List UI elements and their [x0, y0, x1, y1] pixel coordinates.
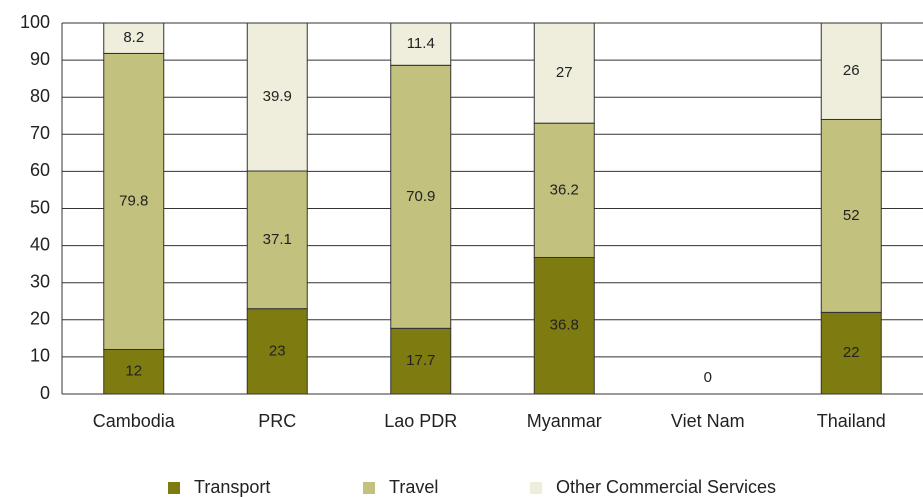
- bar-segment: [390, 327, 452, 395]
- data-label: 27: [556, 64, 573, 81]
- data-label: 12: [125, 363, 142, 380]
- y-tick-label: 50: [30, 197, 50, 217]
- x-tick-label: Lao PDR: [384, 411, 457, 431]
- bar-segment: [103, 52, 165, 350]
- bar-segment: [246, 170, 308, 310]
- data-label: 37.1: [263, 231, 292, 248]
- data-label: 79.8: [119, 192, 148, 209]
- bar-segment: [533, 256, 595, 395]
- data-label: 17.7: [406, 352, 435, 369]
- bar-segment: [533, 22, 595, 124]
- bar-segment: [246, 22, 308, 172]
- legend-label: Travel: [389, 477, 438, 497]
- legend-swatch: [168, 482, 180, 494]
- bar-segment: [103, 348, 165, 395]
- y-tick-label: 60: [30, 160, 50, 180]
- data-label: 22: [843, 344, 860, 361]
- y-tick-label: 80: [30, 86, 50, 106]
- data-label: 39.9: [263, 88, 292, 105]
- data-label: 8.2: [123, 29, 144, 46]
- data-label: 26: [843, 62, 860, 79]
- y-tick-label: 0: [40, 383, 50, 403]
- bar-segment: [820, 22, 882, 120]
- y-tick-label: 40: [30, 234, 50, 254]
- x-tick-label: PRC: [258, 411, 296, 431]
- x-tick-label: Cambodia: [93, 411, 176, 431]
- bar-segment: [820, 118, 882, 313]
- legend-label: Transport: [194, 477, 270, 497]
- y-tick-label: 90: [30, 49, 50, 69]
- x-tick-label: Thailand: [817, 411, 886, 431]
- data-label: 36.2: [550, 181, 579, 198]
- bar-segment: [390, 22, 452, 66]
- legend-swatch: [530, 482, 542, 494]
- x-tick-label: Viet Nam: [671, 411, 745, 431]
- y-tick-label: 20: [30, 309, 50, 329]
- data-label: 52: [843, 207, 860, 224]
- data-label: 11.4: [407, 35, 435, 52]
- x-tick-label: Myanmar: [527, 411, 602, 431]
- data-label: 36.8: [550, 317, 579, 334]
- bar-segment: [390, 64, 452, 329]
- y-tick-label: 30: [30, 271, 50, 291]
- bar-segment: [533, 122, 595, 258]
- data-label: 0: [704, 369, 712, 386]
- legend-label: Other Commercial Services: [556, 477, 776, 497]
- bar-segment: [820, 311, 882, 395]
- legend-swatch: [363, 482, 375, 494]
- y-tick-label: 100: [20, 12, 50, 32]
- bar-segment: [103, 22, 165, 54]
- data-label: 23: [269, 342, 286, 359]
- data-label: 70.9: [406, 188, 435, 205]
- y-tick-label: 10: [30, 346, 50, 366]
- y-tick-label: 70: [30, 123, 50, 143]
